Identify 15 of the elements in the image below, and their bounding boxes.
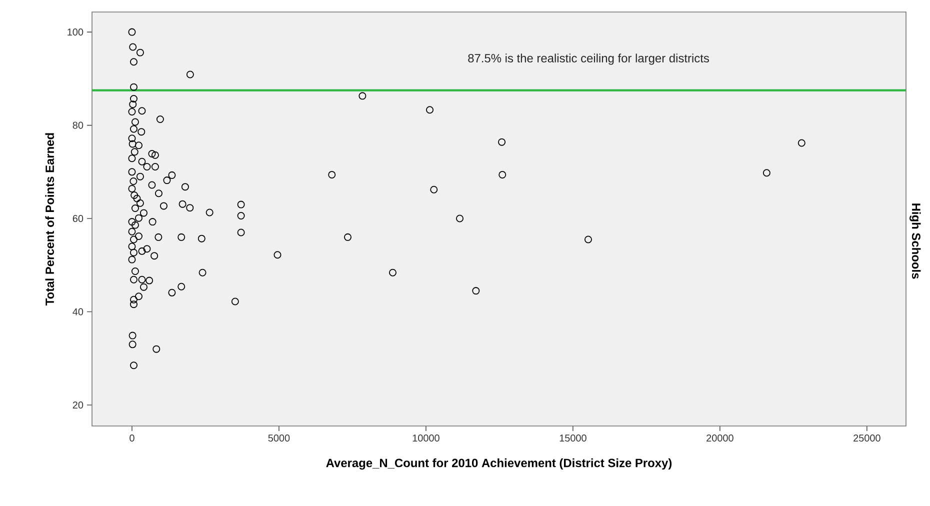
x-tick-label: 15000: [560, 434, 586, 442]
y-tick-label: 40: [72, 308, 84, 316]
x-tick-label: 20000: [706, 434, 734, 442]
x-tick-label: 5000: [268, 434, 290, 442]
x-tick-label: 0: [130, 434, 134, 442]
y-tick-label: 60: [72, 215, 84, 222]
y-tick-label: 80: [72, 122, 84, 129]
x-axis-title: Average_N_Count for 2010 Achievement (District Size Proxy): [326, 458, 672, 470]
y-tick-label: 100: [68, 28, 84, 36]
y-axis-title: Total Percent of Points Earned: [45, 133, 54, 306]
y-tick-label: 20: [72, 402, 84, 409]
text: High Schools: [910, 204, 921, 279]
x-tick-label: 25000: [854, 434, 880, 442]
ref-line-label: 87.5% is the realistic ceiling for larger districts: [468, 54, 709, 65]
x-tick-label: 10000: [412, 434, 440, 442]
